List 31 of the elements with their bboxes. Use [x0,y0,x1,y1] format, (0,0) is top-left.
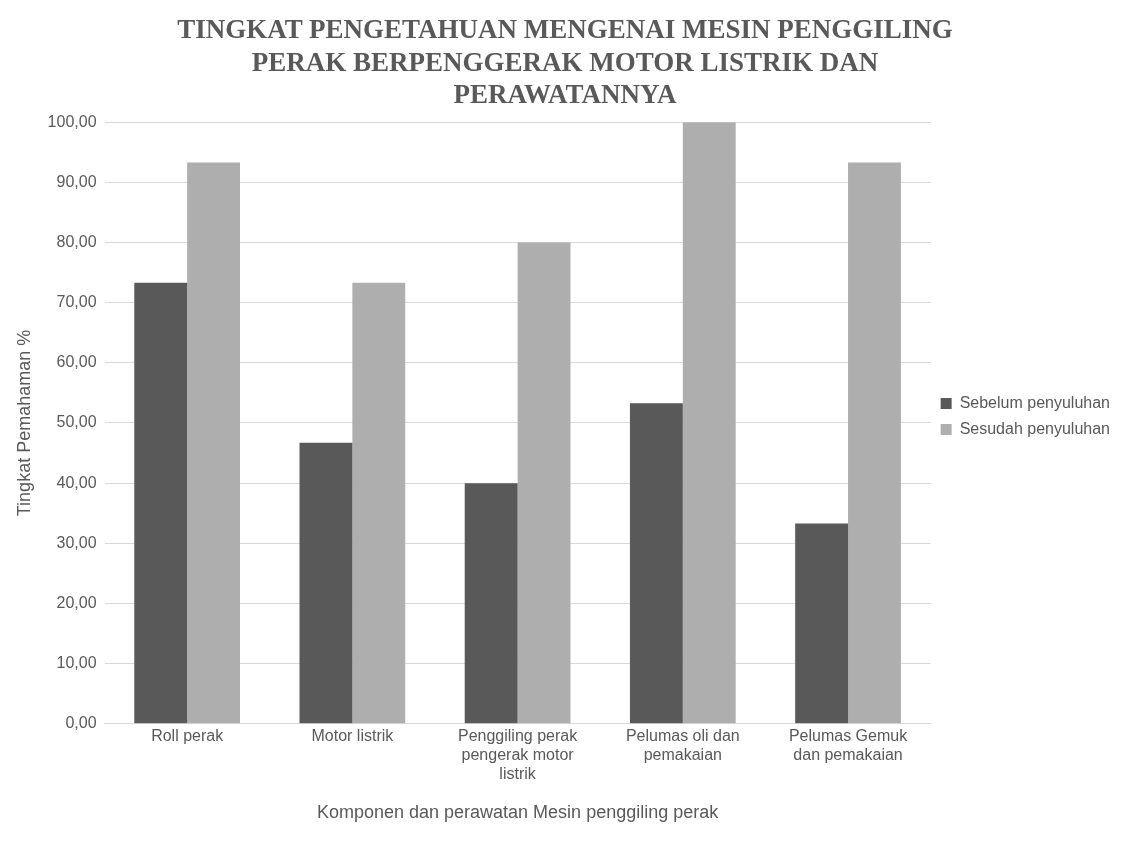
y-tick-label: 80,00 [56,232,97,250]
bar [682,122,736,724]
y-axis-title: Tingkat Pemahaman % [13,329,34,517]
chart-title: TINGKAT PENGETAHUAN MENGENAI MESIN PENGGILING PERAK BERPENGGERAK MOTOR LISTRIK DAN PERAWATANNYA [177,14,953,109]
bar [352,282,406,724]
bar [629,403,683,724]
bar [299,442,353,724]
bar [187,162,241,724]
bar [848,162,901,724]
y-tick-label: 70,00 [56,293,97,311]
y-tick-label: 30,00 [56,533,97,551]
y-tick-label: 90,00 [56,172,97,190]
y-tick-label: 10,00 [56,654,97,672]
y-tick-label: 60,00 [56,353,97,371]
x-tick-label: Pelumas oli dan pemakaian [625,726,740,764]
y-tick-label: 40,00 [56,473,97,491]
y-tick-label: 0,00 [65,714,97,732]
y-tick-label: 100,00 [47,112,97,130]
x-axis-title: Komponen dan perawatan Mesin penggiling perak [316,802,720,823]
bar [464,483,518,724]
bar [134,282,188,724]
legend-label: Sesudah penyuluhan [959,419,1111,437]
x-tick-label: Motor listrik [311,726,395,744]
x-tick-label: Pelumas Gemuk dan pemakaian [788,726,909,764]
legend-label: Sebelum penyuluhan [959,393,1110,411]
y-tick-label: 50,00 [56,413,97,431]
y-tick-label: 20,00 [56,593,97,611]
bar [795,523,849,724]
x-tick-label: Penggiling perak pengerak motor listrik [457,726,579,783]
bar [517,242,571,724]
x-tick-label: Roll perak [151,726,225,744]
